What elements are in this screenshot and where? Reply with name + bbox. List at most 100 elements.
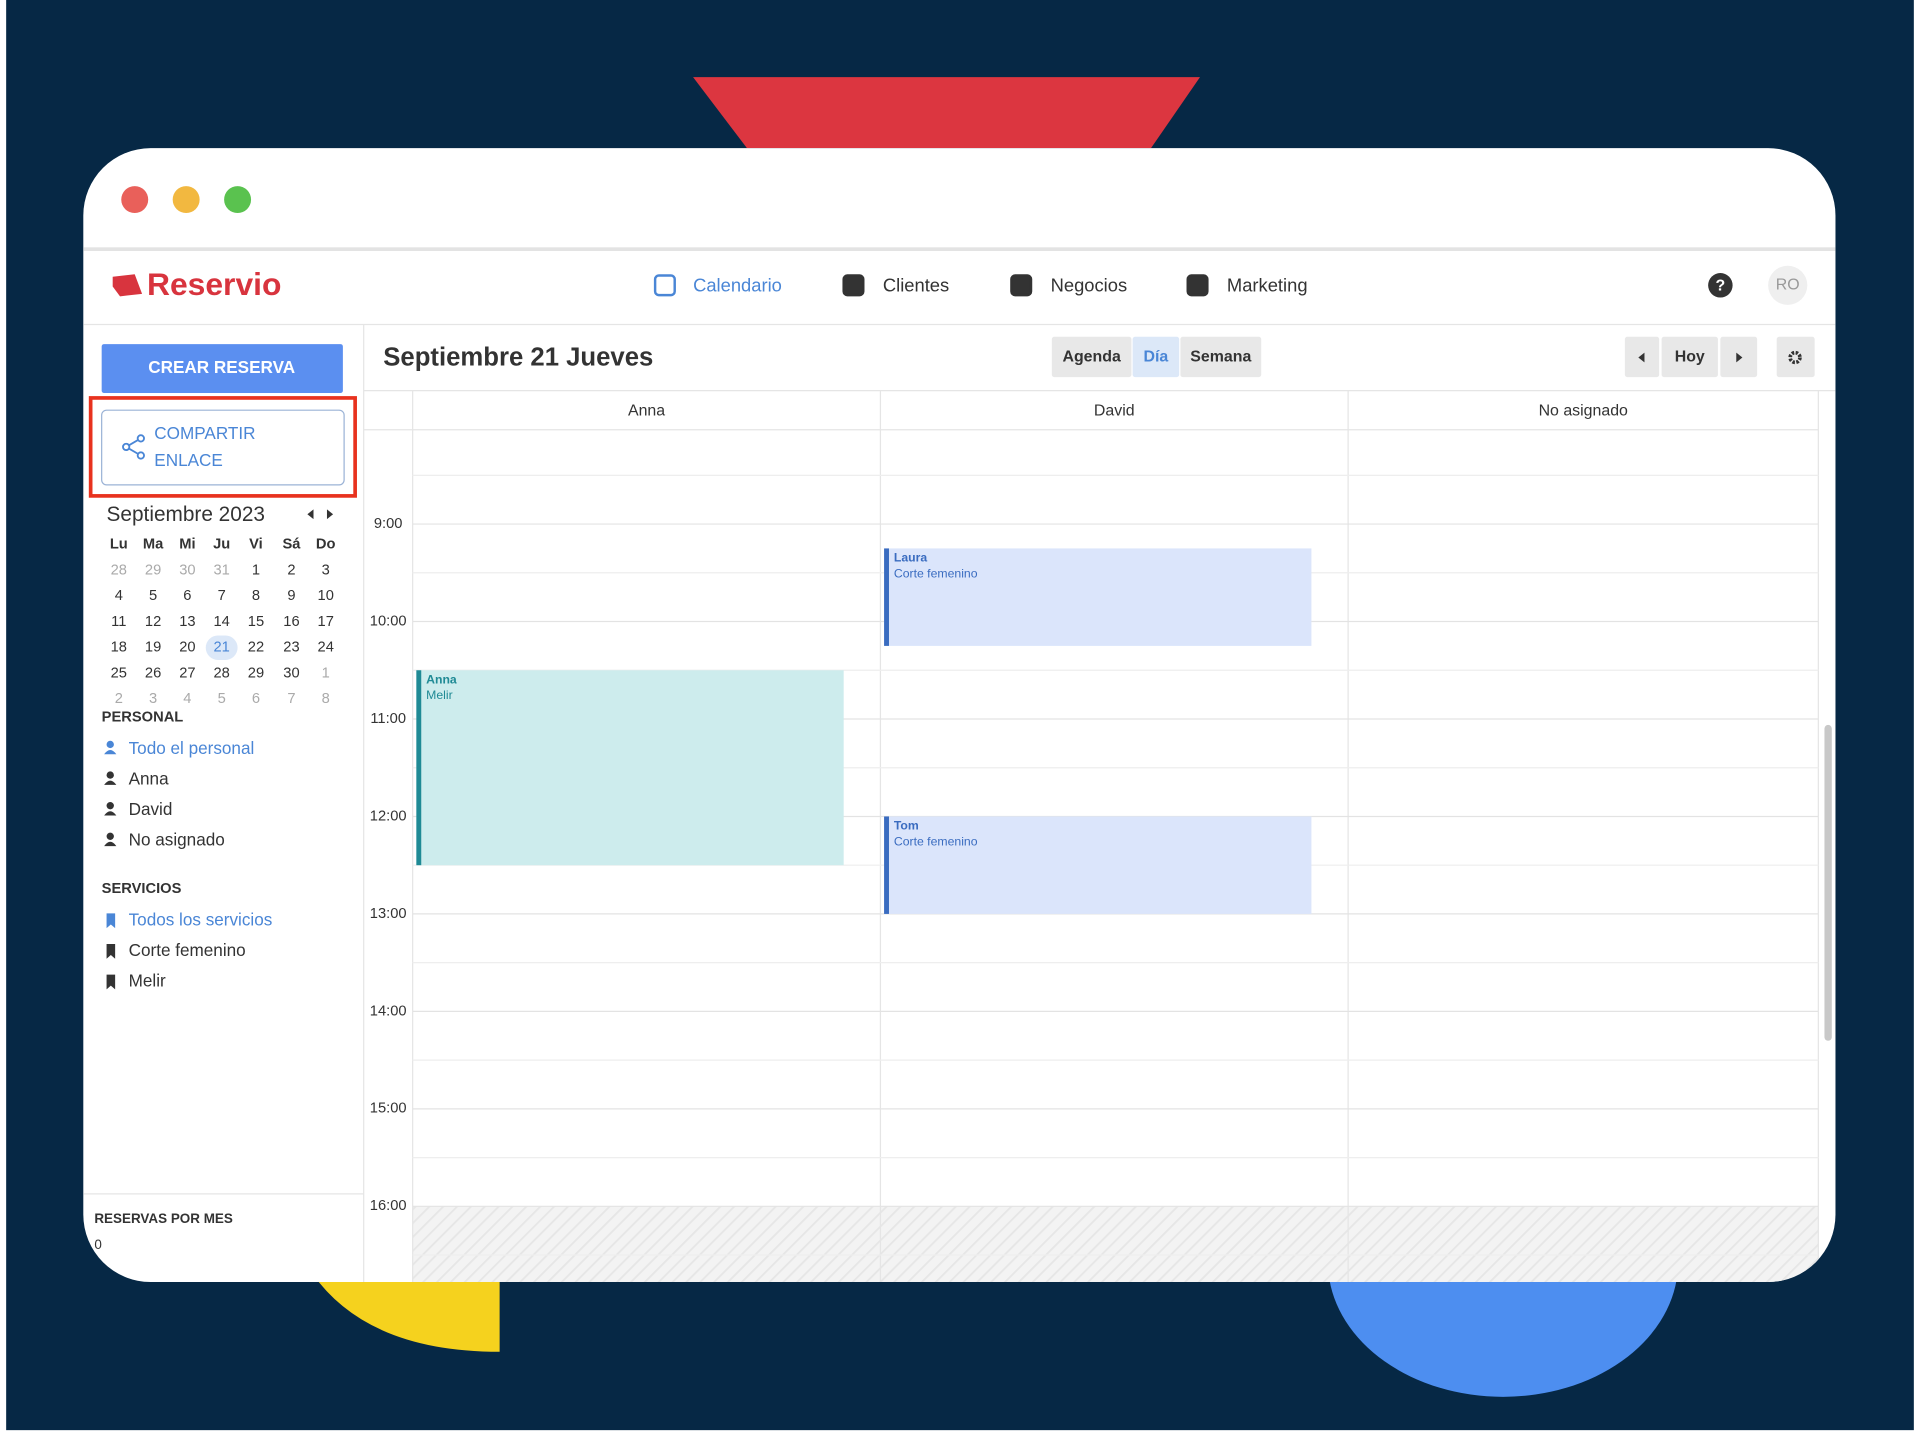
share-button-label[interactable]: COMPARTIR	[154, 423, 255, 443]
today-button[interactable]	[1661, 336, 1718, 378]
day[interactable]: 27	[179, 665, 195, 681]
day[interactable]: 5	[149, 588, 157, 604]
window-control[interactable]	[224, 186, 252, 214]
day[interactable]: 5	[218, 691, 226, 707]
staff-icon	[104, 749, 117, 755]
staff-item[interactable]: No asignado	[129, 830, 225, 850]
view-button[interactable]	[1180, 336, 1262, 378]
day[interactable]: 6	[252, 691, 260, 707]
service-item[interactable]: Melir	[129, 971, 166, 991]
nav-item[interactable]: Marketing	[1227, 274, 1308, 295]
day[interactable]: 2	[287, 562, 295, 578]
day[interactable]: 17	[318, 614, 334, 630]
event[interactable]	[884, 548, 1312, 646]
day[interactable]: 7	[218, 588, 226, 604]
staff-icon	[104, 780, 117, 785]
staff-item[interactable]: Anna	[129, 768, 169, 788]
window-control[interactable]	[172, 186, 200, 214]
day[interactable]: 11	[111, 614, 126, 630]
event-service[interactable]: Corte femenino	[894, 566, 978, 580]
day[interactable]: 25	[111, 665, 127, 681]
day[interactable]: 8	[322, 691, 330, 707]
create-button[interactable]	[101, 344, 343, 394]
settings-button[interactable]	[1776, 336, 1815, 378]
day[interactable]: 28	[111, 562, 127, 578]
day[interactable]: 2	[115, 691, 123, 707]
day[interactable]: 18	[111, 640, 127, 656]
day[interactable]: 13	[179, 614, 195, 630]
help[interactable]: ?	[1716, 278, 1726, 295]
event[interactable]	[416, 670, 844, 866]
day[interactable]: 1	[252, 562, 260, 578]
event[interactable]	[884, 816, 1312, 914]
view-button[interactable]	[1132, 336, 1180, 378]
day[interactable]: 28	[213, 665, 229, 681]
day[interactable]: 23	[283, 640, 299, 656]
day[interactable]: 26	[145, 665, 161, 681]
next-month[interactable]	[326, 509, 334, 520]
day[interactable]: 6	[183, 588, 191, 604]
day[interactable]: 7	[287, 691, 295, 707]
share-button-label[interactable]: ENLACE	[154, 450, 223, 470]
day[interactable]: 1	[322, 665, 330, 681]
day[interactable]: 9	[287, 588, 295, 604]
event-bar	[884, 816, 889, 914]
day[interactable]: 12	[145, 614, 161, 630]
day[interactable]: 20	[179, 640, 195, 656]
event-service[interactable]: Corte femenino	[894, 834, 978, 848]
nav-item[interactable]: Clientes	[883, 274, 949, 295]
create-button-label[interactable]: CREAR RESERVA	[148, 357, 295, 377]
day[interactable]: 15	[248, 614, 264, 630]
today-label[interactable]: Hoy	[1675, 349, 1705, 366]
view-button-label[interactable]: Semana	[1190, 349, 1251, 366]
decor-yellow	[312, 1273, 500, 1352]
help-icon[interactable]	[1708, 273, 1733, 298]
day[interactable]: 29	[248, 665, 264, 681]
day[interactable]: 31	[213, 562, 229, 578]
staff-item[interactable]: Todo el personal	[129, 738, 255, 758]
nav-item[interactable]: Calendario	[693, 274, 782, 295]
window-control[interactable]	[121, 186, 149, 214]
day[interactable]: 4	[183, 691, 191, 707]
staff-item[interactable]: David	[129, 799, 173, 819]
day[interactable]: 16	[283, 614, 299, 630]
hour-label: 11:00	[370, 711, 406, 727]
prev-month[interactable]	[307, 509, 314, 520]
day[interactable]: 21	[213, 640, 229, 656]
event-name[interactable]: Laura	[894, 550, 928, 564]
column-header: Anna	[628, 403, 665, 420]
day[interactable]: 3	[149, 691, 157, 707]
avatar[interactable]	[1768, 265, 1808, 305]
day[interactable]: 30	[283, 665, 299, 681]
day[interactable]: 3	[322, 562, 330, 578]
view-button[interactable]	[1051, 336, 1132, 378]
view-button-label[interactable]: Agenda	[1062, 349, 1120, 366]
hour-label: 15:00	[370, 1101, 407, 1117]
day[interactable]: 29	[145, 562, 161, 578]
service-item[interactable]: Corte femenino	[129, 940, 246, 960]
nav-icon[interactable]	[653, 274, 676, 297]
event-service[interactable]: Melir	[426, 688, 453, 702]
view-button-label[interactable]: Día	[1144, 349, 1169, 366]
event-name[interactable]: Anna	[426, 672, 457, 686]
avatar[interactable]: RO	[1776, 276, 1800, 293]
day[interactable]: 4	[115, 588, 123, 604]
hour-label: 12:00	[370, 808, 407, 824]
day[interactable]: 22	[248, 640, 264, 656]
selected-day[interactable]	[205, 635, 238, 660]
day[interactable]: 14	[213, 614, 229, 630]
service-item[interactable]: Todos los servicios	[129, 909, 273, 929]
nav-icon[interactable]	[842, 274, 865, 297]
day[interactable]: 24	[318, 640, 334, 656]
nav-icon[interactable]	[1010, 274, 1033, 297]
day[interactable]: 8	[252, 588, 260, 604]
day[interactable]: 10	[318, 588, 334, 604]
day[interactable]: 30	[179, 562, 195, 578]
day[interactable]: 19	[145, 640, 161, 656]
nav-icon[interactable]	[1186, 274, 1209, 297]
logo	[112, 274, 143, 297]
share-button[interactable]	[101, 409, 345, 486]
event-name[interactable]: Tom	[894, 818, 919, 832]
nav-item[interactable]: Negocios	[1051, 274, 1128, 295]
